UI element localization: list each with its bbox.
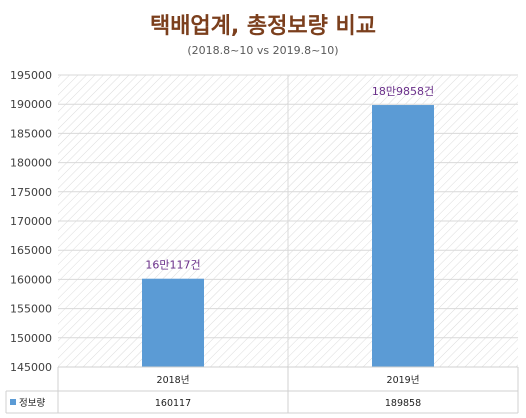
y-tick-label: 195000	[10, 69, 52, 82]
y-tick-label: 150000	[10, 332, 52, 345]
y-tick-label: 190000	[10, 98, 52, 111]
y-tick-label: 175000	[10, 186, 52, 199]
legend-label: 정보량	[19, 397, 45, 409]
y-tick-label: 160000	[10, 273, 52, 286]
table-value: 189858	[385, 398, 421, 409]
data-label: 16만117건	[145, 259, 200, 272]
chart-title: 택배업계, 총정보량 비교	[149, 14, 377, 39]
bar-2018년	[142, 278, 204, 367]
chart-subtitle: (2018.8~10 vs 2019.8~10)	[187, 44, 339, 57]
y-tick-label: 145000	[10, 361, 52, 374]
bar-2019년	[372, 105, 434, 367]
data-label: 18만9858건	[372, 85, 434, 98]
y-tick-label: 165000	[10, 244, 52, 257]
y-tick-label: 170000	[10, 215, 52, 228]
x-tick-label: 2018년	[157, 375, 190, 386]
y-tick-label: 185000	[10, 127, 52, 140]
table-value: 160117	[155, 398, 191, 409]
y-tick-label: 180000	[10, 157, 52, 170]
legend-key	[10, 399, 16, 405]
x-tick-label: 2019년	[387, 375, 420, 386]
y-tick-label: 155000	[10, 303, 52, 316]
